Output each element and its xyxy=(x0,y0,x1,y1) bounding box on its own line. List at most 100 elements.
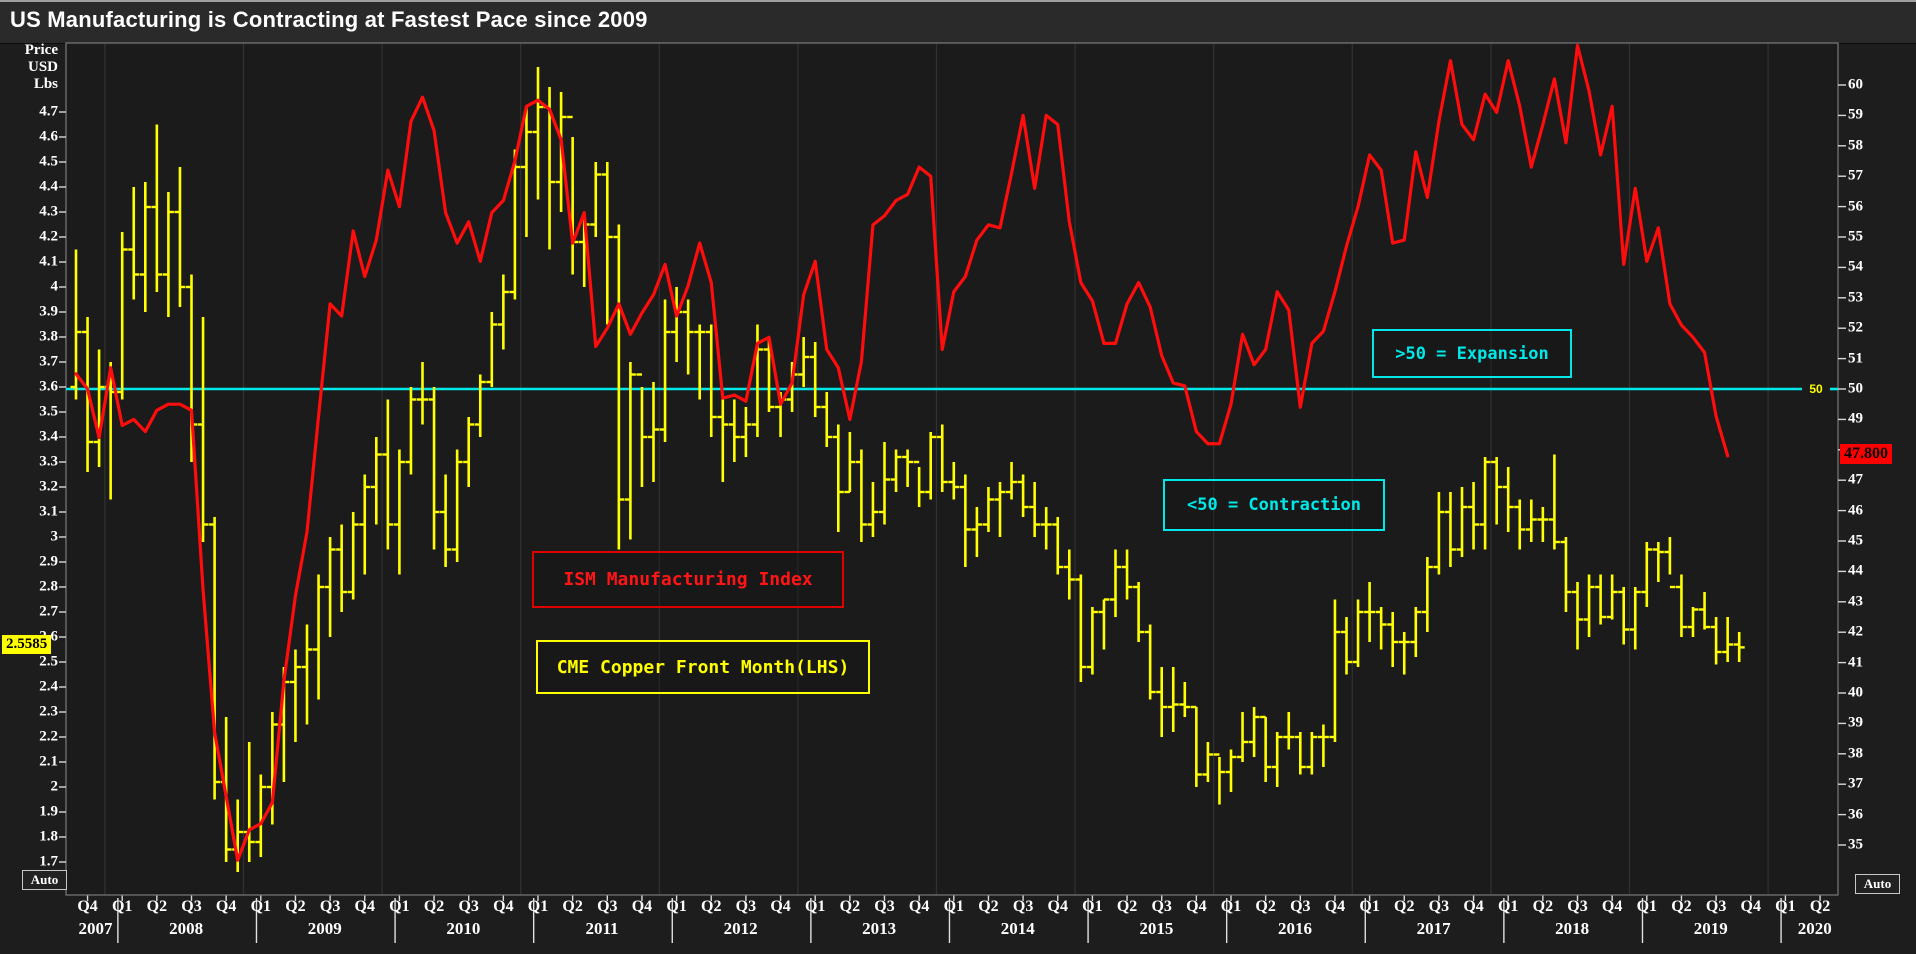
right-axis-tick-label: 45 xyxy=(1848,532,1863,549)
left-axis-tick-label: 4.3 xyxy=(39,203,58,220)
right-axis-tick-label: 40 xyxy=(1848,684,1863,701)
x-axis-quarter-label: Q3 xyxy=(597,898,618,915)
left-axis-tick-label: 2.3 xyxy=(39,703,58,720)
x-axis-quarter-label: Q1 xyxy=(389,898,410,915)
left-axis-tick-label: 3.3 xyxy=(39,453,58,470)
x-axis-quarter-label: Q1 xyxy=(666,898,687,915)
left-axis-tick-label: 3.5 xyxy=(39,403,58,420)
right-axis-tick-label: 42 xyxy=(1848,623,1863,640)
x-axis-quarter-label: Q4 xyxy=(770,898,791,915)
unit-usd: USD xyxy=(27,59,58,75)
x-axis-quarter-label: Q4 xyxy=(354,898,375,915)
right-axis-tick-label: 37 xyxy=(1848,775,1863,792)
x-axis-quarter-label: Q2 xyxy=(1532,898,1554,915)
right-axis-tick-label: 51 xyxy=(1848,350,1863,367)
x-axis-year-label: 2009 xyxy=(307,919,342,938)
x-axis-quarter-label: Q1 xyxy=(250,898,272,915)
x-axis-quarter-label: Q2 xyxy=(146,898,168,915)
x-axis-quarter-label: Q3 xyxy=(1151,898,1172,915)
left-axis-tick-label: 3.7 xyxy=(39,353,58,370)
x-axis-year-label: 2014 xyxy=(1000,919,1035,938)
x-axis-year-label: 2019 xyxy=(1693,919,1728,938)
left-axis-tick-label: 3 xyxy=(50,528,59,545)
right-axis-tick-label: 43 xyxy=(1848,593,1863,610)
x-axis-quarter-label: Q1 xyxy=(1082,898,1103,915)
right-axis-tick-label: 58 xyxy=(1848,137,1863,154)
right-axis-tick-label: 38 xyxy=(1848,745,1863,762)
copper-series-label[interactable]: CME Copper Front Month(LHS) xyxy=(536,640,870,694)
x-axis-quarter-label: Q3 xyxy=(181,898,202,915)
x-axis-quarter-label: Q3 xyxy=(874,898,895,915)
x-axis-year-label: 2017 xyxy=(1416,919,1451,938)
right-axis-tick-label: 60 xyxy=(1848,76,1863,93)
left-axis-tick-label: 4.2 xyxy=(39,228,58,245)
right-axis-tick-label: 59 xyxy=(1848,106,1863,123)
right-axis-tick-label: 55 xyxy=(1848,228,1863,245)
x-axis-quarter-label: Q3 xyxy=(1012,898,1034,915)
x-axis-quarter-label: Q4 xyxy=(1186,898,1207,915)
left-axis-tick-label: 2.2 xyxy=(39,728,58,745)
unit-lbs: Lbs xyxy=(33,76,58,92)
left-axis-tick-label: 3.2 xyxy=(39,478,58,495)
x-axis-quarter-label: Q2 xyxy=(562,898,583,915)
left-axis-tick-label: 2.8 xyxy=(39,578,58,595)
x-axis-quarter-label: Q2 xyxy=(839,898,861,915)
unit-price: Price xyxy=(24,42,58,58)
right-axis-tick-label: 36 xyxy=(1848,806,1863,823)
x-axis-quarter-label: Q4 xyxy=(1047,898,1068,915)
left-axis-tick-label: 3.1 xyxy=(39,503,58,520)
x-axis-quarter-label: Q3 xyxy=(1428,898,1450,915)
x-axis-year-label: 2007 xyxy=(78,919,113,938)
x-axis-quarter-label: Q1 xyxy=(1636,898,1658,915)
right-axis-tick-label: 50 xyxy=(1848,380,1863,397)
ism-last-value-tag: 47.800 xyxy=(1840,443,1892,464)
x-axis-quarter-label: Q2 xyxy=(285,898,306,915)
right-axis-tick-label: 53 xyxy=(1848,289,1863,306)
x-axis-quarter-label: Q4 xyxy=(1324,898,1346,915)
left-axis-tick-label: 2.1 xyxy=(39,753,58,770)
x-axis-quarter-label: Q1 xyxy=(111,898,133,915)
left-axis-tick-label: 4.7 xyxy=(39,103,58,120)
x-axis-quarter-label: Q1 xyxy=(943,898,965,915)
left-axis-tick-label: 1.7 xyxy=(39,853,58,870)
right-axis-tick-label: 57 xyxy=(1848,167,1863,184)
left-axis-tick-label: 3.6 xyxy=(39,378,58,395)
left-axis-tick-label: 4.1 xyxy=(39,253,58,270)
right-axis-tick-label: 39 xyxy=(1848,714,1863,731)
x-axis-year-label: 2018 xyxy=(1555,919,1590,938)
x-axis-year-label: 2020 xyxy=(1797,919,1832,938)
x-axis-quarter-label: Q4 xyxy=(77,898,98,915)
x-axis-quarter-label: Q3 xyxy=(735,898,757,915)
ism-series-label[interactable]: ISM Manufacturing Index xyxy=(532,551,844,608)
left-axis-tick-label: 2.9 xyxy=(39,553,58,570)
left-axis-unit-label: Price USD Lbs xyxy=(0,42,58,93)
left-axis-auto-button[interactable]: Auto xyxy=(22,870,67,890)
x-axis-year-label: 2015 xyxy=(1139,919,1174,938)
x-axis-year-label: 2016 xyxy=(1277,919,1312,938)
contraction-annotation[interactable]: <50 = Contraction xyxy=(1163,479,1385,531)
x-axis-quarter-label: Q2 xyxy=(1809,898,1831,915)
left-axis-tick-label: 2.4 xyxy=(39,678,58,695)
right-axis-tick-label: 35 xyxy=(1848,836,1863,853)
threshold-inline-label: 50 xyxy=(1809,382,1823,396)
left-axis-tick-label: 1.8 xyxy=(39,828,58,845)
left-axis-tick-label: 1.9 xyxy=(39,803,58,820)
right-axis-auto-button[interactable]: Auto xyxy=(1855,874,1900,894)
left-axis-tick-label: 3.8 xyxy=(39,328,58,345)
expansion-annotation[interactable]: >50 = Expansion xyxy=(1372,329,1572,378)
x-axis-quarter-label: Q4 xyxy=(1740,898,1761,915)
left-axis-tick-label: 2 xyxy=(50,778,59,795)
left-axis-tick-label: 4.4 xyxy=(39,178,58,195)
x-axis-quarter-label: Q4 xyxy=(908,898,930,915)
x-axis-year-label: 2008 xyxy=(169,919,204,938)
x-axis-quarter-label: Q4 xyxy=(1463,898,1484,915)
x-axis-quarter-label: Q3 xyxy=(1290,898,1311,915)
x-axis-quarter-label: Q2 xyxy=(1671,898,1692,915)
x-axis-quarter-label: Q2 xyxy=(423,898,445,915)
x-axis-quarter-label: Q2 xyxy=(978,898,999,915)
x-axis-quarter-label: Q3 xyxy=(458,898,479,915)
left-axis-tick-label: 4.6 xyxy=(39,128,58,145)
x-axis-quarter-label: Q1 xyxy=(804,898,826,915)
